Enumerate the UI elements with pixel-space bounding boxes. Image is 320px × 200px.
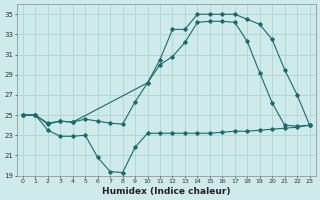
X-axis label: Humidex (Indice chaleur): Humidex (Indice chaleur) (102, 187, 230, 196)
